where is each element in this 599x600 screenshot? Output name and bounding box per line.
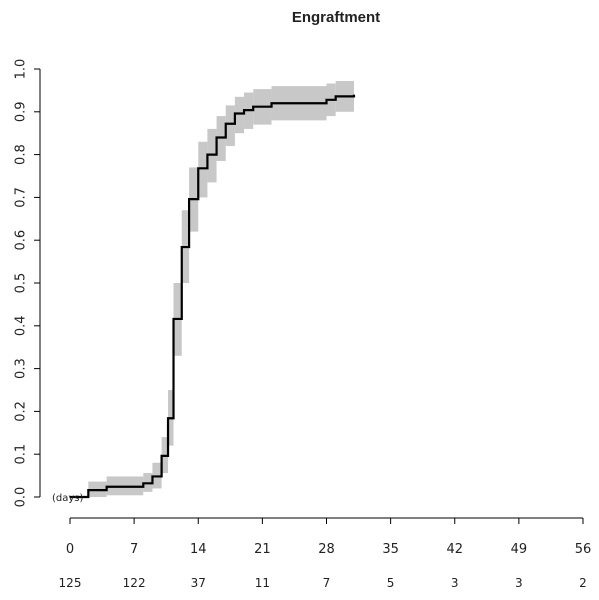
axes-layer: 0.0 0.1 0.2 0.3 0.4 0.5 0.6 0.7 0.8 0.9 1.0 0 125 7 12…	[14, 59, 592, 590]
chart-title: Engraftment	[292, 9, 380, 26]
number-at-risk-label: 3	[515, 576, 523, 590]
number-at-risk-label: 5	[387, 576, 395, 590]
ci-band-segment	[198, 142, 207, 198]
confidence-band-layer	[88, 81, 354, 497]
y-tick-label: 0.4	[14, 315, 29, 336]
y-tick-label: 0.3	[14, 358, 29, 379]
x-tick-label: 56	[575, 542, 592, 557]
y-tick-label: 0.2	[14, 401, 29, 422]
y-tick-label: 0.6	[14, 230, 29, 251]
x-tick-label: 0	[66, 542, 74, 557]
number-at-risk-label: 37	[191, 576, 206, 590]
x-tick-label: 7	[130, 542, 138, 557]
y-tick-label: 0.5	[14, 273, 29, 294]
number-at-risk-label: 7	[323, 576, 331, 590]
number-at-risk-label: 11	[255, 576, 270, 590]
curve-layer	[70, 95, 354, 497]
ci-band-segment	[235, 97, 244, 133]
y-tick-label: 1.0	[14, 59, 29, 80]
y-tick-label: 0.9	[14, 101, 29, 122]
y-tick-label: 0.1	[14, 444, 29, 465]
number-at-risk-label: 2	[579, 576, 587, 590]
y-tick-label: 0.0	[14, 487, 29, 508]
number-at-risk-label: 122	[123, 576, 146, 590]
x-tick-label: 14	[190, 542, 207, 557]
x-tick-label: 21	[254, 542, 271, 557]
number-at-risk-label: 3	[451, 576, 459, 590]
ci-band-segment	[226, 105, 235, 146]
days-label: (days)	[52, 493, 84, 504]
x-tick-label: 28	[318, 542, 335, 557]
engraftment-curve	[70, 95, 354, 497]
x-tick-label: 35	[382, 542, 399, 557]
x-tick-label: 42	[446, 542, 463, 557]
number-at-risk-label: 125	[59, 576, 82, 590]
y-tick-label: 0.7	[14, 187, 29, 208]
y-tick-label: 0.8	[14, 144, 29, 165]
x-tick-label: 49	[511, 542, 528, 557]
